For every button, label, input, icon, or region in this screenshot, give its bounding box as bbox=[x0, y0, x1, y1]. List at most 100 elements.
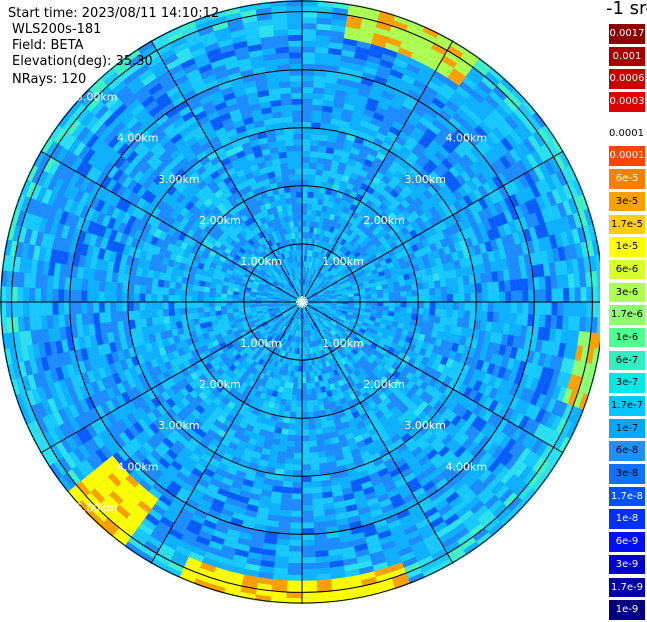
ppi-cell bbox=[6, 287, 12, 303]
ppi-cell bbox=[406, 302, 412, 308]
ppi-cell bbox=[302, 546, 315, 552]
ppi-cell bbox=[203, 302, 209, 307]
ppi-cell bbox=[169, 315, 176, 323]
ppi-cell bbox=[99, 291, 105, 302]
ppi-cell bbox=[493, 281, 500, 292]
ppi-cell bbox=[302, 557, 316, 563]
ppi-cell bbox=[382, 288, 388, 293]
ppi-cell bbox=[70, 290, 76, 302]
ppi-cell bbox=[294, 459, 303, 465]
ppi-cell bbox=[35, 288, 41, 302]
ppi-cell bbox=[482, 302, 488, 312]
ppi-cell bbox=[291, 406, 297, 412]
ppi-cell bbox=[405, 285, 411, 291]
ppi-cell bbox=[312, 498, 323, 505]
ppi-cell bbox=[276, 545, 289, 552]
ppi-cell bbox=[360, 305, 366, 309]
ppi-cell bbox=[302, 540, 315, 546]
ppi-cell bbox=[447, 294, 453, 302]
ppi-cell bbox=[528, 290, 534, 302]
ppi-cell bbox=[534, 302, 540, 315]
ppi-cell bbox=[562, 316, 569, 330]
ppi-cell bbox=[568, 316, 575, 331]
ppi-cell bbox=[287, 575, 302, 581]
ppi-cell bbox=[128, 302, 134, 311]
ppi-cell bbox=[308, 174, 315, 180]
ppi-cell bbox=[383, 302, 389, 307]
ppi-cell bbox=[394, 312, 400, 318]
ppi-cell bbox=[277, 539, 290, 546]
ppi-cell bbox=[198, 307, 204, 313]
ppi-cell bbox=[434, 316, 441, 324]
ppi-cell bbox=[302, 499, 313, 505]
ppi-cell bbox=[318, 146, 327, 153]
ppi-cell bbox=[453, 302, 459, 310]
ppi-cell bbox=[435, 287, 441, 295]
ppi-cell bbox=[424, 302, 430, 309]
ppi-cell bbox=[302, 563, 316, 569]
ppi-cell bbox=[76, 302, 82, 314]
ppi-cell bbox=[291, 505, 302, 511]
ppi-cell bbox=[464, 302, 470, 311]
ppi-cell bbox=[290, 517, 302, 523]
ppi-cell bbox=[458, 310, 465, 319]
ppi-cell bbox=[275, 550, 289, 557]
ppi-cell bbox=[394, 307, 400, 312]
ppi-cell bbox=[306, 371, 310, 377]
ppi-cell bbox=[366, 295, 372, 299]
ppi-cell bbox=[152, 278, 159, 286]
ppi-cell bbox=[111, 282, 118, 292]
ppi-cell bbox=[298, 372, 302, 378]
ppi-cell bbox=[429, 288, 435, 295]
ppi-cell bbox=[35, 274, 42, 288]
ppi-cell bbox=[545, 315, 552, 328]
ppi-cell bbox=[445, 278, 452, 286]
ppi-cell bbox=[395, 297, 401, 302]
ppi-cell bbox=[145, 286, 151, 295]
ppi-cell bbox=[302, 470, 311, 476]
ppi-cell bbox=[111, 312, 118, 322]
ppi-cell bbox=[302, 464, 311, 470]
ppi-cell bbox=[575, 302, 581, 317]
ppi-cell bbox=[311, 215, 316, 221]
ppi-cell bbox=[302, 575, 317, 581]
ppi-cell bbox=[203, 292, 209, 297]
ppi-cell bbox=[302, 163, 309, 169]
ppi-cell bbox=[99, 302, 105, 313]
ppi-cell bbox=[546, 289, 552, 302]
ppi-cell bbox=[157, 309, 163, 317]
ppi-cell bbox=[406, 308, 412, 314]
ppi-cell bbox=[383, 306, 389, 311]
ppi-cell bbox=[302, 569, 316, 575]
ppi-cell bbox=[505, 291, 511, 302]
ppi-cell bbox=[418, 296, 424, 302]
ppi-cell bbox=[579, 317, 586, 332]
ppi-cell bbox=[285, 458, 294, 465]
ppi-cell bbox=[316, 568, 331, 575]
ppi-cell bbox=[457, 277, 464, 286]
ppi-cell bbox=[315, 53, 328, 60]
ppi-cell bbox=[280, 510, 292, 517]
ppi-cell bbox=[198, 286, 205, 292]
ppi-cell bbox=[435, 309, 441, 317]
ppi-cell bbox=[302, 87, 313, 93]
ppi-cell bbox=[295, 430, 302, 436]
ppi-cell bbox=[315, 423, 322, 430]
ppi-cell bbox=[116, 302, 122, 312]
ppi-cell bbox=[105, 281, 112, 292]
ppi-cell bbox=[586, 287, 592, 302]
ppi-cell bbox=[279, 440, 287, 447]
ppi-cell bbox=[306, 377, 311, 383]
ppi-cell bbox=[307, 203, 312, 209]
ppi-cell bbox=[389, 292, 395, 297]
ppi-cell bbox=[12, 302, 18, 317]
ppi-cell bbox=[504, 280, 511, 291]
ppi-cell bbox=[310, 452, 319, 458]
ppi-cell bbox=[568, 274, 575, 289]
ppi-cell bbox=[316, 24, 331, 31]
ppi-cell bbox=[174, 308, 180, 315]
ppi-cell bbox=[286, 446, 294, 452]
ppi-cell bbox=[302, 110, 312, 116]
ppi-cell bbox=[406, 296, 412, 302]
ppi-cell bbox=[488, 302, 494, 312]
